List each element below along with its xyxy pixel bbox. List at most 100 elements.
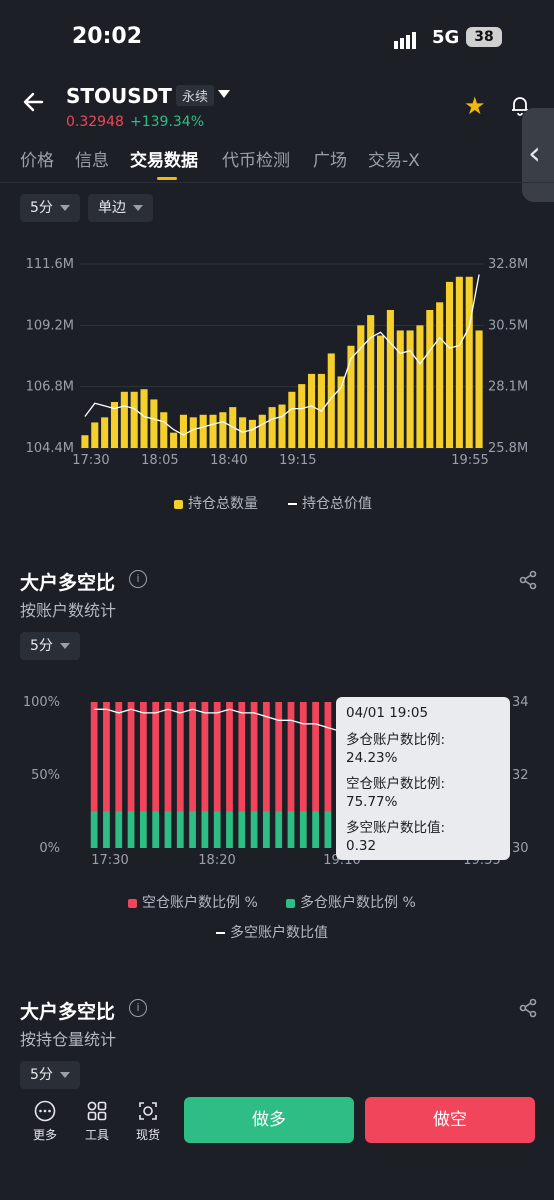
long-ratio-bar: [115, 811, 123, 848]
oi-amount-bar: [101, 417, 109, 448]
oi-amount-bar: [347, 345, 355, 448]
y-left-tick-label: 109.2M: [26, 318, 74, 333]
tab-trading-data[interactable]: 交易数据: [130, 151, 198, 171]
y-left-tick-label: 106.8M: [26, 380, 74, 395]
oi-amount-bar: [367, 315, 375, 448]
caret-down-icon: [59, 205, 70, 211]
tab-square[interactable]: 广场: [313, 151, 347, 171]
oi-amount-bar: [396, 330, 404, 448]
oi-amount-bar: [160, 412, 168, 448]
interval-select[interactable]: 5分: [20, 1061, 80, 1089]
tab-price[interactable]: 价格: [20, 151, 54, 171]
battery-icon: 38: [466, 27, 502, 47]
long-ratio-bar: [226, 811, 233, 848]
interval-select[interactable]: 5分: [20, 194, 80, 222]
short-ratio-bar: [287, 702, 295, 812]
caret-down-icon[interactable]: [218, 90, 230, 98]
spot-button[interactable]: 现货: [131, 1100, 165, 1143]
oi-amount-bar: [298, 384, 306, 448]
oi-amount-bar: [327, 353, 335, 448]
oi-amount-bar: [386, 310, 394, 448]
oi-amount-bar: [248, 419, 256, 448]
x-tick-label: 19:15: [279, 453, 316, 468]
x-tick-label: 19:55: [451, 453, 488, 468]
info-icon[interactable]: i: [129, 570, 147, 588]
legend-short-ratio: 空仓账户数比例 %: [128, 892, 258, 912]
oi-amount-bar: [278, 404, 286, 448]
long-ratio-bar: [139, 811, 147, 848]
price-change: +139.34%: [130, 114, 205, 130]
mode-select[interactable]: 单边: [88, 194, 153, 222]
side-drawer-handle[interactable]: ‹: [522, 108, 554, 202]
oi-amount-bar: [288, 391, 296, 448]
oi-amount-bar: [219, 412, 227, 448]
oi-amount-bar: [416, 325, 424, 448]
long-ratio-bar: [324, 811, 332, 848]
long-ratio-bar: [263, 811, 270, 848]
bottom-action-bar: 更多 工具 现货 做多 做空: [0, 1090, 554, 1150]
legend-swatch: [288, 503, 297, 505]
short-ratio-bar: [213, 702, 221, 812]
short-ratio-bar: [275, 702, 283, 812]
tools-button[interactable]: 工具: [80, 1100, 114, 1143]
info-icon[interactable]: i: [129, 999, 147, 1017]
more-icon: [34, 1100, 56, 1122]
tab-trade-x[interactable]: 交易-X: [368, 151, 420, 171]
long-ratio-bar: [275, 811, 283, 848]
y-left-tick-label: 100%: [23, 695, 60, 710]
section-subtitle: 按账户数统计: [20, 601, 117, 620]
legend-swatch: [286, 898, 295, 908]
short-ratio-bar: [238, 702, 246, 812]
status-bar: 20:02 5G 38: [0, 0, 554, 70]
tooltip-long-value: 24.23%: [346, 750, 398, 766]
legend-oi-amount: 持仓总数量: [174, 493, 258, 513]
short-ratio-bar: [90, 702, 98, 812]
oi-amount-bar: [81, 435, 89, 448]
legend-label: 持仓总价值: [302, 496, 372, 512]
tooltip-short-label: 空仓账户数比例:: [346, 776, 446, 792]
y-right-tick-label: 25.8M: [488, 441, 528, 456]
symbol-title[interactable]: STOUSDT: [66, 84, 172, 108]
back-arrow-icon[interactable]: [20, 88, 48, 116]
open-interest-chart[interactable]: 104.4M 106.8M 109.2M 111.6M 25.8M 28.1M 30.5M 3…: [0, 240, 554, 480]
short-button[interactable]: 做空: [365, 1097, 535, 1143]
tab-token-check[interactable]: 代币检测: [222, 151, 290, 171]
long-ratio-bar: [287, 811, 295, 848]
long-ratio-bar: [238, 811, 246, 848]
oi-value-line: [84, 274, 480, 436]
long-ratio-bar: [164, 811, 172, 848]
share-icon[interactable]: [518, 998, 538, 1018]
more-button[interactable]: 更多: [28, 1100, 62, 1143]
clock: 20:02: [72, 24, 143, 49]
legend-long-ratio: 多仓账户数比例 %: [286, 892, 416, 912]
y-left-tick-label: 111.6M: [26, 257, 74, 272]
long-ratio-bar: [189, 811, 196, 848]
oi-amount-bar: [130, 391, 138, 448]
tab-info[interactable]: 信息: [75, 151, 109, 171]
y-right-tick-label: 32.8M: [488, 257, 528, 272]
long-ratio-bar: [152, 811, 160, 848]
interval-select-label: 5分: [30, 1067, 53, 1083]
long-ratio-bar: [213, 811, 221, 848]
oi-amount-bar: [110, 402, 119, 448]
page-header: STOUSDT 永续 0.32948 +139.34% ★: [0, 80, 554, 140]
oi-amount-bar: [140, 389, 148, 448]
last-price: 0.32948: [66, 114, 124, 130]
share-icon[interactable]: [518, 570, 538, 590]
short-ratio-bar: [189, 702, 196, 812]
oi-amount-bar: [376, 335, 385, 448]
long-button[interactable]: 做多: [184, 1097, 354, 1143]
section-title: 大户多空比: [20, 572, 116, 594]
oi-amount-bar: [150, 399, 158, 448]
oi-amount-bar: [189, 417, 197, 448]
y-right-tick-label: 30: [512, 841, 529, 856]
oi-amount-bar: [475, 330, 483, 448]
tooltip-long-label: 多仓账户数比例:: [346, 732, 446, 748]
star-icon[interactable]: ★: [464, 92, 486, 120]
caret-down-icon: [59, 1072, 70, 1078]
x-tick-label: 17:30: [91, 853, 128, 868]
oi-amount-bar: [179, 414, 188, 448]
short-ratio-bar: [103, 702, 110, 812]
interval-select[interactable]: 5分: [20, 632, 80, 660]
spot-label: 现货: [135, 1128, 160, 1142]
